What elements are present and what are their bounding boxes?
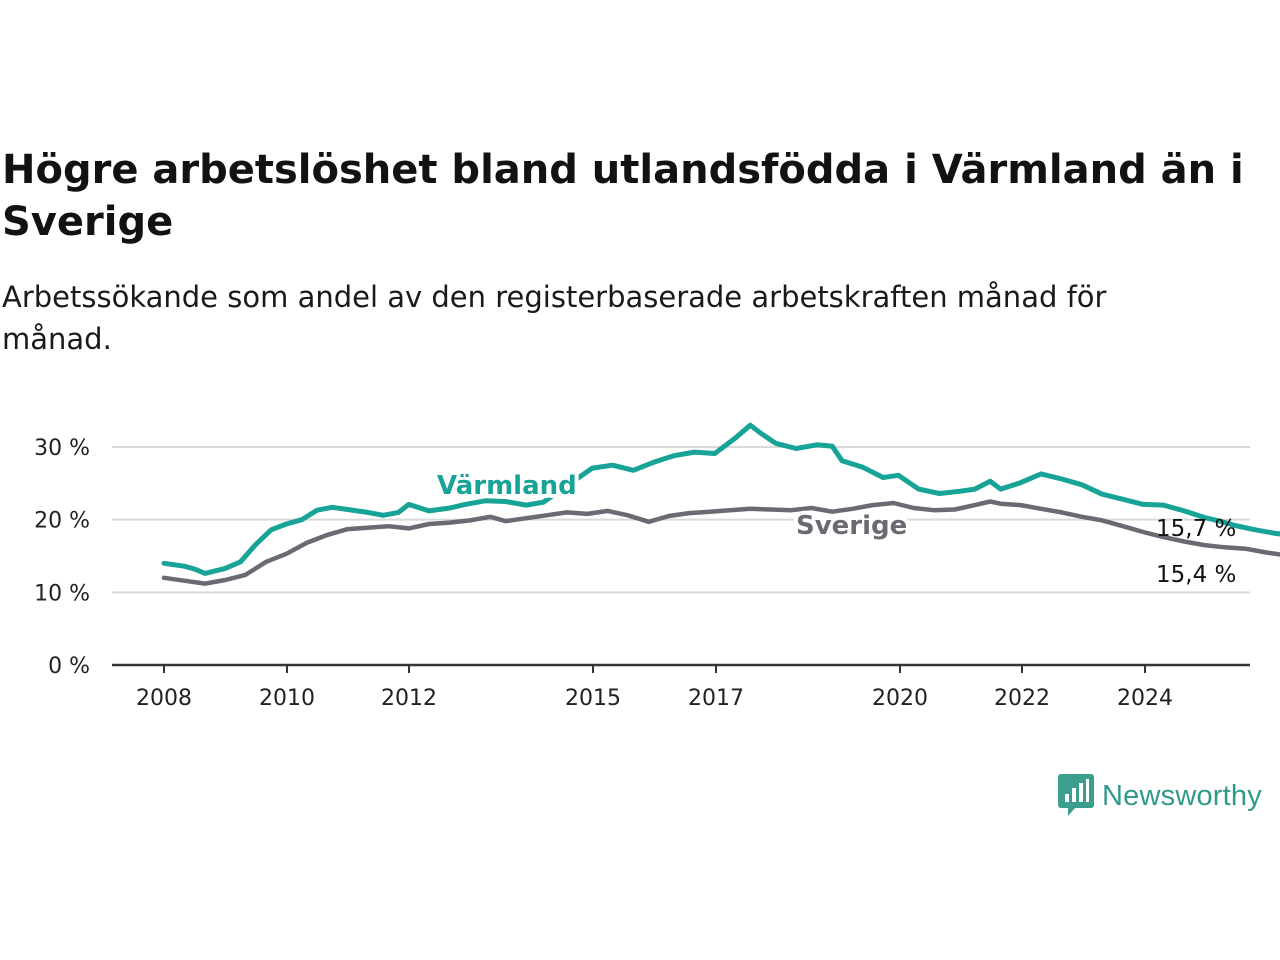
x-tick-label: 2020 [872,686,928,711]
series-line-varmland [161,422,1280,576]
x-tick-label: 2022 [994,686,1050,711]
x-tick-label: 2008 [136,686,192,711]
line-chart: 0 % 10 % 20 % 30 % 2008 2010 2012 2015 2017 2020… [34,422,1280,711]
series-line-sverige [161,499,1280,586]
y-tick-label: 20 % [34,509,90,534]
x-tick-label: 2015 [565,686,621,711]
chart-title: Högre arbetslöshet bland utlandsfödda i … [2,147,1244,245]
y-tick-label: 0 % [48,654,90,679]
newsworthy-logo-icon [1058,774,1094,816]
newsworthy-logo: Newsworthy [1058,774,1262,818]
end-label-sverige: 15,4 % [1156,562,1236,588]
y-axis-ticks: 0 % 10 % 20 % 30 % [34,436,90,679]
y-tick-label: 10 % [34,581,90,606]
series-lines [161,422,1280,586]
newsworthy-logo-text: Newsworthy [1102,779,1262,812]
series-label-varmland: Värmland [437,471,577,501]
chart-subtitle: Arbetssökande som andel av den registerb… [2,280,1107,356]
x-tick-label: 2012 [381,686,437,711]
x-axis-ticks: 2008 2010 2012 2015 2017 2020 2022 2024 [136,665,1173,711]
end-label-varmland: 15,7 % [1156,516,1236,542]
series-label-sverige: Sverige [796,511,907,541]
grid [112,446,1250,594]
end-labels: 15,7 % 15,4 % [1156,516,1236,588]
x-tick-label: 2017 [688,686,744,711]
x-tick-label: 2010 [259,686,315,711]
x-tick-label: 2024 [1117,686,1173,711]
series-labels: Värmland Sverige [433,467,911,545]
y-tick-label: 30 % [34,436,90,461]
